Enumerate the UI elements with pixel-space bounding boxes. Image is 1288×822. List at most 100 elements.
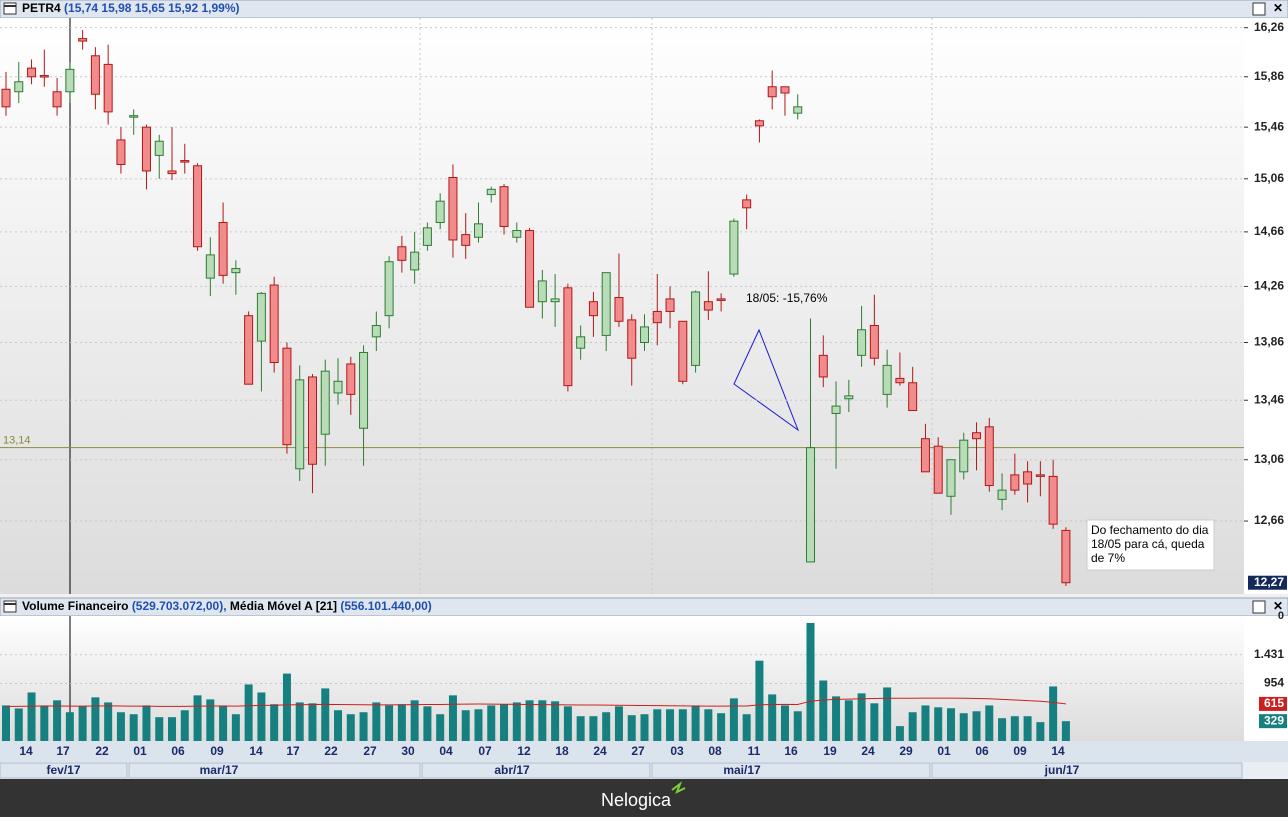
candle-body — [972, 432, 982, 440]
volume-bar — [819, 680, 828, 741]
volume-bar — [193, 695, 202, 741]
volume-bar — [832, 696, 841, 741]
candle-body — [857, 329, 867, 356]
candle-body — [895, 377, 905, 384]
volume-bar — [729, 698, 738, 741]
candle-body — [295, 379, 305, 470]
last-value-box — [1259, 714, 1287, 729]
volume-bar — [168, 717, 177, 741]
candle-body — [244, 315, 254, 385]
candle-body — [627, 319, 637, 359]
y-tick-label: 954 — [1264, 676, 1284, 690]
volume-title: Volume Financeiro — [22, 599, 128, 613]
x-tick-label: 27 — [631, 744, 645, 758]
volume-bar — [14, 708, 23, 741]
y-tick-label: 14,26 — [1254, 279, 1284, 293]
month-cell — [128, 762, 421, 779]
candle-body — [742, 199, 752, 209]
x-tick-label: 14 — [249, 744, 263, 758]
candle-body — [359, 351, 369, 429]
candle-body — [959, 439, 969, 473]
volume-bar — [244, 684, 253, 741]
panel-title: Volume Financeiro (529.703.072,00), Médi… — [22, 599, 432, 613]
month-label: mai/17 — [723, 763, 761, 777]
candle-body — [486, 188, 496, 196]
maximize-button[interactable] — [1252, 600, 1266, 614]
candle-body — [614, 297, 624, 322]
close-button[interactable]: ✕ — [1273, 1, 1283, 15]
volume-bar — [1023, 716, 1032, 741]
candle-body — [193, 165, 203, 248]
candle-body — [90, 55, 100, 95]
candle-body — [473, 223, 483, 238]
candle-body — [754, 120, 764, 127]
volume-bar — [2, 705, 10, 741]
candle-body — [422, 227, 432, 246]
month-cell — [0, 762, 128, 779]
candle-body — [116, 139, 126, 165]
candle-body — [346, 363, 356, 395]
volume-bar — [129, 714, 138, 741]
close-button[interactable]: ✕ — [1273, 599, 1283, 613]
volume-value: (529.703.072,00), — [132, 599, 227, 613]
last-value-label: 329 — [1264, 713, 1284, 727]
x-tick-label: 09 — [210, 744, 224, 758]
volume-bar — [627, 715, 636, 741]
x-tick-label: 18 — [555, 744, 569, 758]
price-axis — [1244, 18, 1288, 594]
y-tick-label: 16,26 — [1254, 20, 1284, 34]
month-label: abr/17 — [494, 763, 530, 777]
volume-bar — [155, 717, 164, 741]
maximize-button[interactable] — [1252, 2, 1266, 16]
volume-bar — [985, 705, 994, 741]
volume-bar — [270, 704, 279, 741]
y-tick-label: 15,06 — [1254, 171, 1284, 185]
x-tick-label: 29 — [899, 744, 913, 758]
volume-bar — [116, 712, 125, 741]
candle-body — [908, 382, 918, 412]
candle-body — [831, 405, 841, 414]
x-tick-label: 17 — [56, 744, 70, 758]
volume-bar — [908, 712, 917, 741]
y-tick-label: 12,66 — [1254, 513, 1284, 527]
volume-bar — [538, 700, 547, 741]
volume-bar — [346, 714, 355, 741]
volume-bar — [614, 706, 623, 741]
candle-body — [678, 320, 688, 382]
volume-bar — [972, 711, 981, 741]
annotation: de 7% — [1091, 551, 1125, 565]
volume-bar — [870, 703, 879, 741]
volume-bar — [1061, 721, 1070, 741]
panel-icon — [3, 2, 17, 15]
candle-body — [729, 220, 739, 275]
x-tick-label: 07 — [478, 744, 492, 758]
x-tick-label: 24 — [593, 744, 607, 758]
candle-body — [525, 230, 535, 308]
annotation: 18/05 para cá, queda — [1091, 537, 1205, 551]
y-tick-label: 13,86 — [1254, 335, 1284, 349]
candle-body — [806, 447, 816, 563]
candle-body — [576, 336, 586, 349]
x-tick-label: 14 — [19, 744, 33, 758]
candle-body — [588, 301, 598, 317]
annotation-box — [1086, 519, 1215, 571]
candle-body — [601, 272, 611, 336]
y-tick-label: 15,86 — [1254, 69, 1284, 83]
month-label: jun/17 — [1044, 763, 1080, 777]
volume-bar — [717, 713, 726, 741]
candle-body — [1023, 471, 1033, 485]
volume-bar — [1049, 686, 1058, 741]
candle-body — [371, 325, 381, 338]
x-tick-label: 22 — [324, 744, 338, 758]
volume-bar — [410, 700, 419, 741]
volume-bar — [448, 695, 457, 741]
x-tick-label: 19 — [823, 744, 837, 758]
candle-body — [703, 301, 713, 311]
volume-bar — [436, 714, 445, 741]
candle-body — [780, 86, 790, 94]
candle-body — [141, 126, 151, 172]
volume-bar — [359, 712, 368, 741]
candle-body — [435, 200, 445, 223]
volume-bar — [959, 713, 968, 741]
last-value-label: 615 — [1264, 696, 1284, 710]
